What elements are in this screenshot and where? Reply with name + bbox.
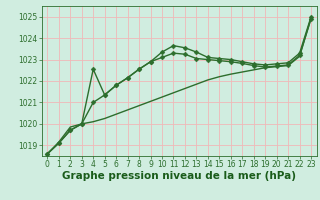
X-axis label: Graphe pression niveau de la mer (hPa): Graphe pression niveau de la mer (hPa)	[62, 171, 296, 181]
